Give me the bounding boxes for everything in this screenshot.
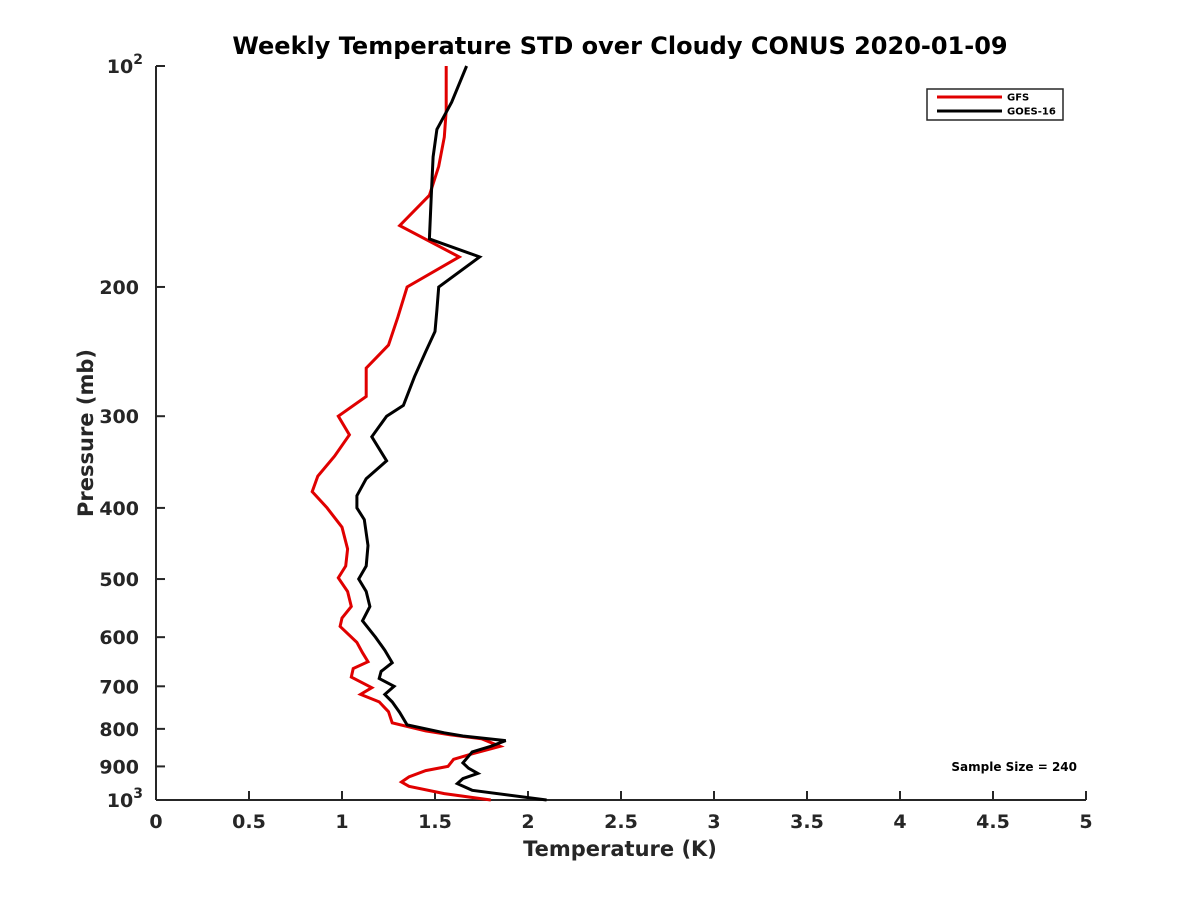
- y-tick-label-exponent: 3: [133, 786, 143, 802]
- y-tick-label-base: 10: [107, 56, 133, 78]
- y-tick-label: 400: [99, 498, 139, 520]
- data-series: [310, 65, 547, 802]
- x-tick-label: 3.5: [790, 811, 824, 833]
- y-tick-label: 102: [107, 52, 143, 78]
- x-tick-label: 0: [149, 811, 162, 833]
- legend: GFS GOES-16: [926, 88, 1064, 121]
- y-tick-label: 103: [107, 786, 143, 812]
- x-tick-label: 2.5: [604, 811, 638, 833]
- y-tick-label: 500: [99, 569, 139, 591]
- series-line-goes-16: [355, 65, 547, 802]
- y-tick-label: 700: [99, 676, 139, 698]
- y-tick-label: 800: [99, 719, 139, 741]
- chart-title: Weekly Temperature STD over Cloudy CONUS…: [232, 32, 1007, 60]
- series-line-gfs: [310, 66, 505, 802]
- x-tick-label: 4.5: [976, 811, 1010, 833]
- legend-box: [926, 88, 1064, 121]
- x-tick-label: 3: [707, 811, 720, 833]
- x-tick-label: 0.5: [232, 811, 266, 833]
- y-tick-label: 300: [99, 406, 139, 428]
- legend-label-goes-16: GOES-16: [1007, 107, 1056, 118]
- x-tick-label: 5: [1079, 811, 1092, 833]
- y-tick-label-exponent: 2: [133, 52, 143, 68]
- y-tick-label-base: 10: [107, 790, 133, 812]
- x-tick-label: 4: [893, 811, 906, 833]
- x-tick-label: 2: [521, 811, 534, 833]
- y-axis-label: Pressure (mb): [74, 349, 98, 517]
- x-axis-ticks: 0 0.5 1 1.5 2 2.5 3 3.5 4 4.5 5: [149, 791, 1093, 833]
- y-tick-label: 200: [99, 277, 139, 299]
- legend-label-gfs: GFS: [1007, 93, 1029, 104]
- plot-area: [155, 66, 1086, 801]
- x-axis-label: Temperature (K): [523, 837, 717, 861]
- x-tick-label: 1: [335, 811, 348, 833]
- y-tick-label: 600: [99, 627, 139, 649]
- sample-size-annotation: Sample Size = 240: [951, 760, 1077, 774]
- y-tick-label: 900: [99, 756, 139, 778]
- x-tick-label: 1.5: [418, 811, 452, 833]
